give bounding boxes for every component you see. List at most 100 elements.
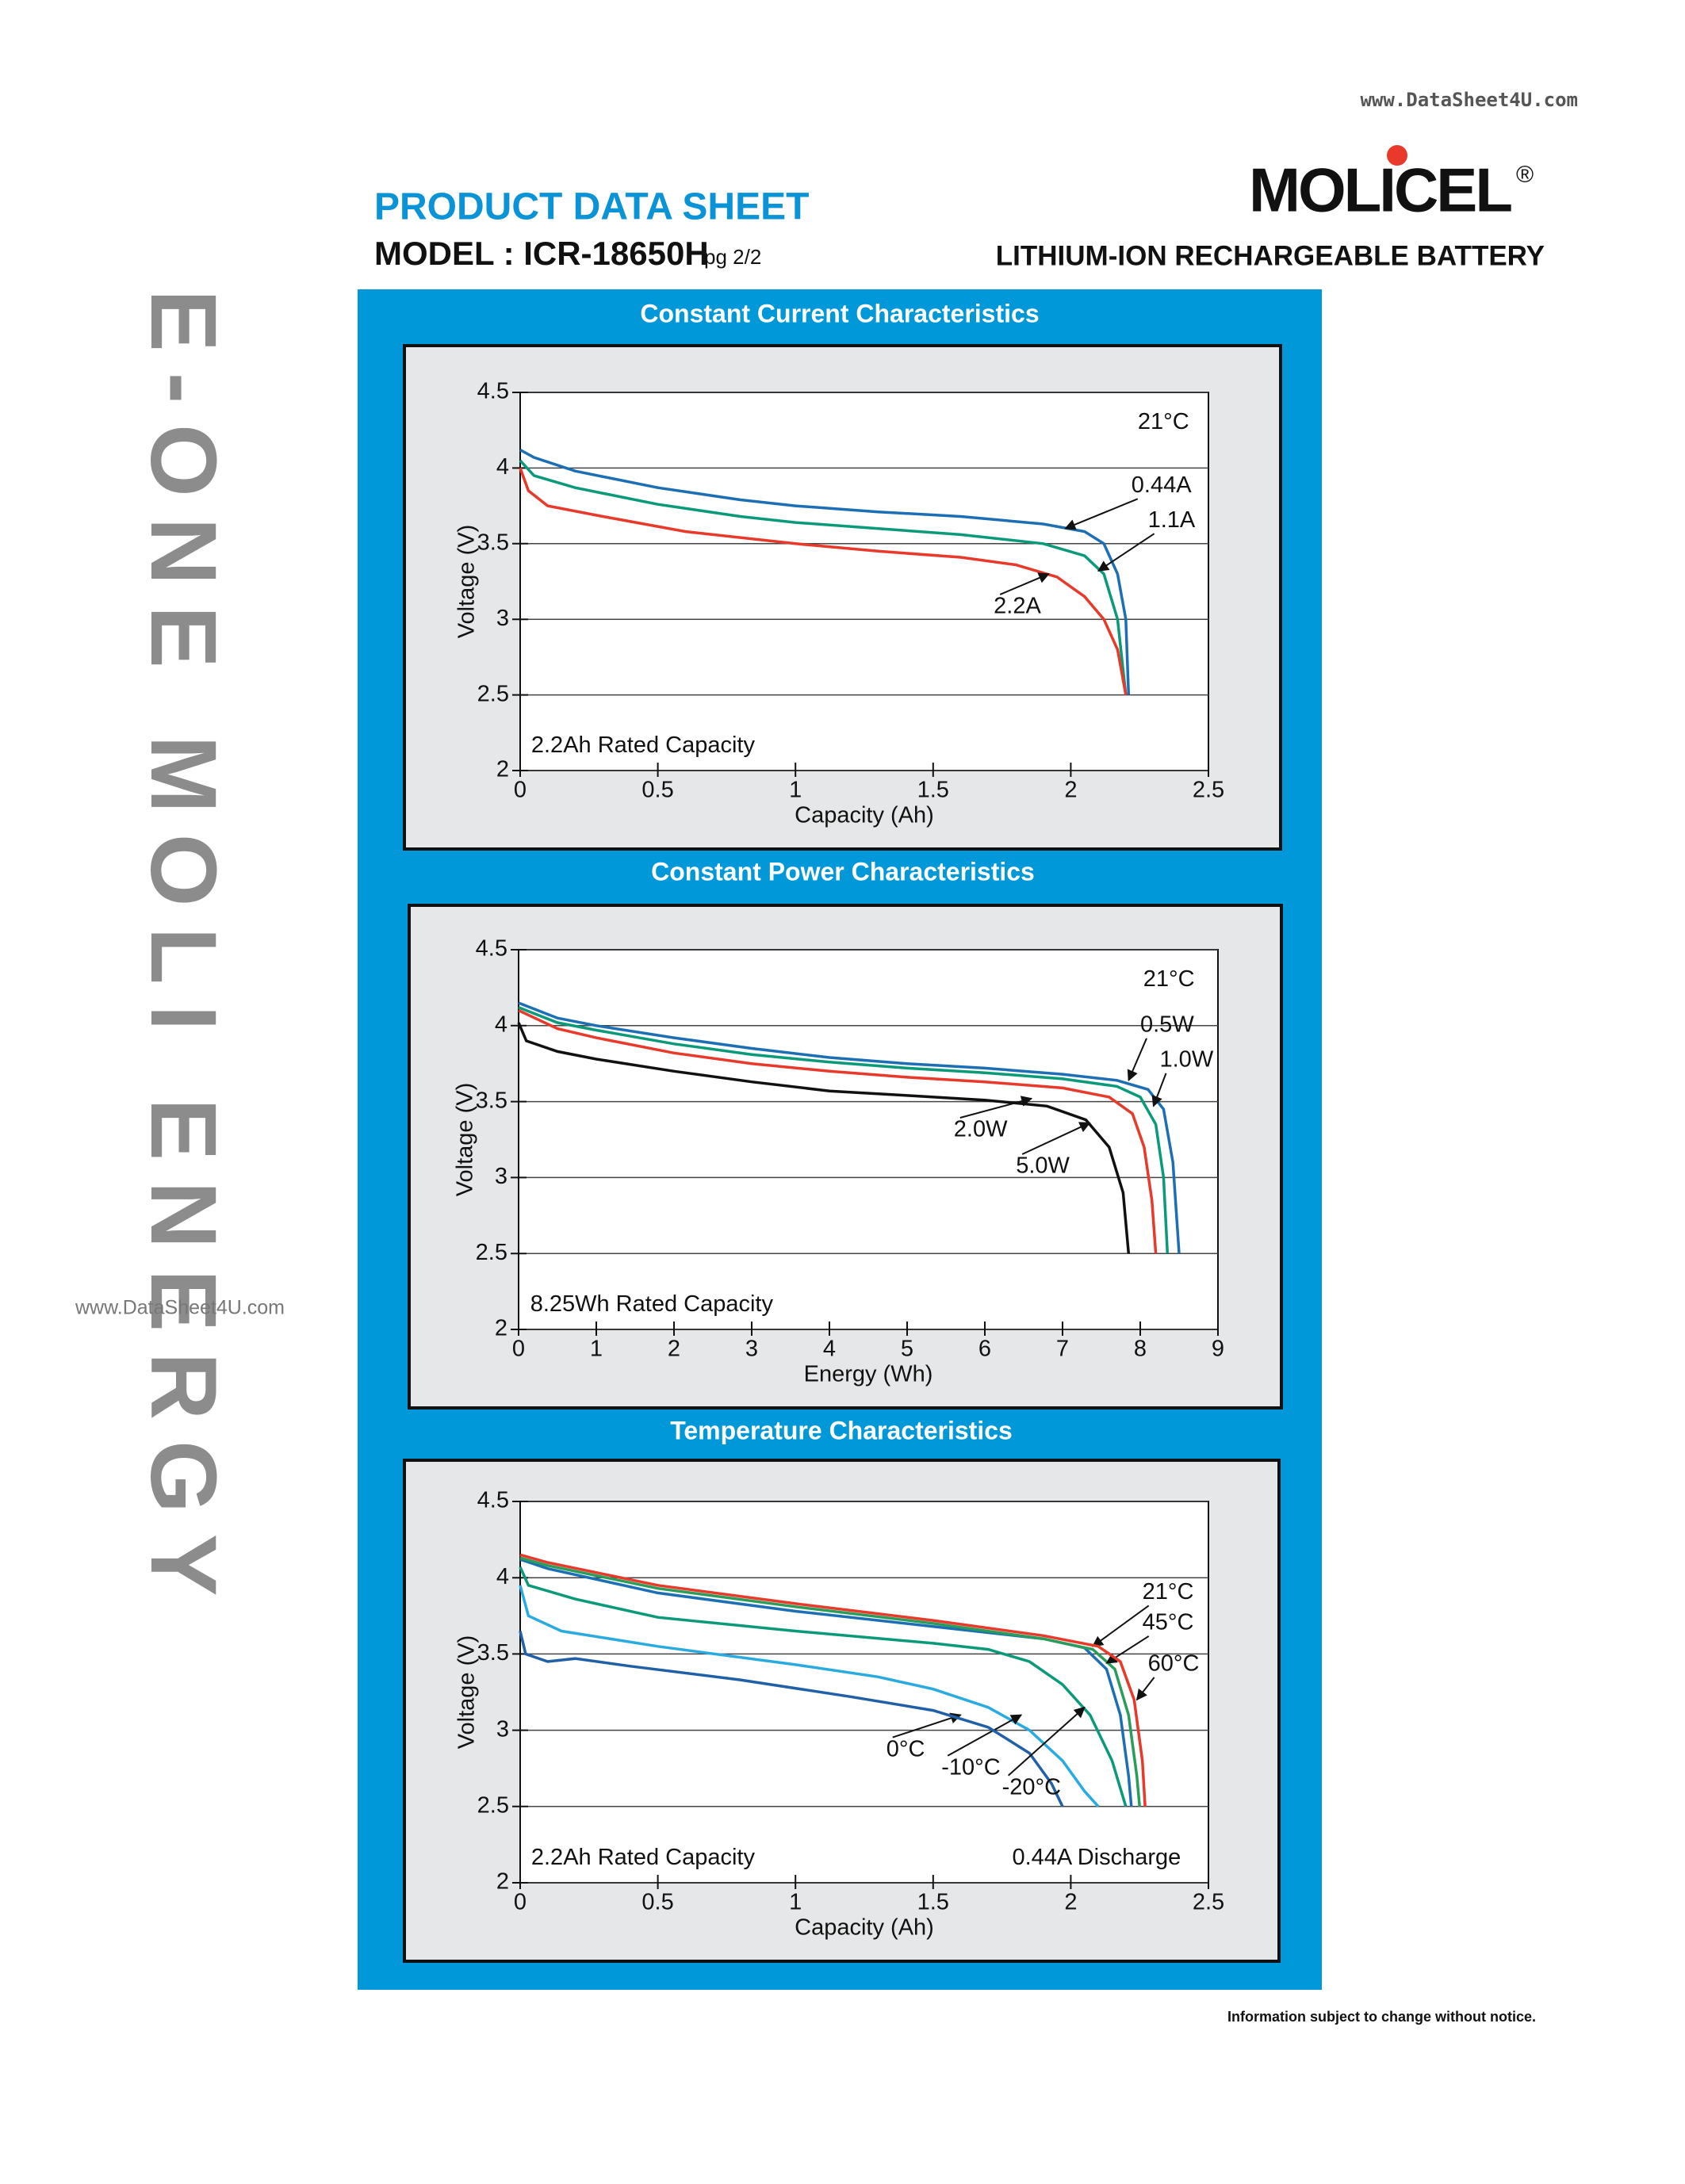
y-tick-label: 2 bbox=[495, 1316, 507, 1341]
y-tick-label: 4.5 bbox=[477, 1488, 509, 1513]
y-tick-label: 2.5 bbox=[477, 681, 509, 706]
series-label: -20°C bbox=[1002, 1774, 1061, 1800]
page-number: pg 2/2 bbox=[704, 245, 761, 269]
series-label: 45°C bbox=[1143, 1610, 1194, 1635]
series-line bbox=[519, 459, 1128, 695]
series-label: 5.0W bbox=[1016, 1153, 1070, 1179]
series-label: 2.0W bbox=[954, 1117, 1008, 1142]
y-tick-label: 3.5 bbox=[477, 530, 509, 555]
x-tick-label: 4 bbox=[823, 1337, 836, 1362]
chart-title: Constant Current Characteristics bbox=[640, 299, 1039, 327]
x-tick-label: 6 bbox=[978, 1337, 991, 1362]
site-url: www.DataSheet4U.com bbox=[1360, 89, 1578, 111]
label-arrow bbox=[959, 1096, 1033, 1119]
y-axis-title: Voltage (V) bbox=[454, 1635, 480, 1749]
annotation: 0.44A Discharge bbox=[1012, 1845, 1181, 1870]
x-tick-label: 2 bbox=[1064, 1890, 1077, 1915]
series-line bbox=[519, 1585, 1100, 1807]
annotation: 21°C bbox=[1138, 409, 1189, 434]
y-tick-label: 2.5 bbox=[476, 1240, 507, 1265]
label-arrow bbox=[1064, 498, 1139, 530]
y-tick-label: 3 bbox=[495, 1164, 507, 1189]
x-tick-label: 1 bbox=[789, 1890, 802, 1915]
x-tick-label: 1.5 bbox=[917, 778, 949, 803]
x-tick-label: 2.5 bbox=[1193, 1890, 1224, 1915]
series-line bbox=[518, 1009, 1158, 1254]
y-tick-label: 3 bbox=[496, 606, 509, 631]
series-label: 0°C bbox=[887, 1736, 925, 1761]
charts: Constant Current Characteristics 2 2.5 3 3.5… bbox=[403, 299, 1283, 1963]
series-line bbox=[517, 1022, 1131, 1254]
watermark: www.DataSheet4U.com bbox=[75, 1297, 285, 1319]
x-tick-label: 2 bbox=[1064, 778, 1077, 803]
label-arrow bbox=[1105, 1635, 1150, 1664]
sidebar-brand: E-ONE MOLI ENERGY bbox=[131, 289, 236, 1617]
footer: Information subject to change without no… bbox=[1227, 2009, 1536, 2025]
x-axis-title: Capacity (Ah) bbox=[795, 803, 934, 828]
logo-dot bbox=[1387, 145, 1407, 166]
x-tick-label: 0 bbox=[514, 778, 527, 803]
label-arrow bbox=[1127, 1038, 1147, 1082]
annotation: 2.2Ah Rated Capacity bbox=[531, 732, 756, 758]
y-tick-label: 4.5 bbox=[477, 379, 509, 404]
y-axis-title: Voltage (V) bbox=[454, 525, 480, 638]
label-arrow bbox=[1135, 1677, 1155, 1701]
x-tick-label: 0 bbox=[514, 1890, 527, 1915]
chart: Constant Power Characteristics 2 2.5 3 3.5 4 4… bbox=[408, 857, 1283, 1409]
label-arrow bbox=[1021, 1122, 1091, 1155]
label-arrow bbox=[1097, 533, 1155, 572]
series-line bbox=[519, 448, 1131, 695]
x-tick-label: 7 bbox=[1056, 1337, 1069, 1362]
series-line bbox=[519, 1566, 1128, 1807]
series-line bbox=[518, 1006, 1170, 1254]
label-arrow bbox=[1092, 1605, 1150, 1647]
series-line bbox=[519, 1631, 1064, 1807]
annotation: 8.25Wh Rated Capacity bbox=[530, 1291, 774, 1317]
y-axis-title: Voltage (V) bbox=[453, 1083, 478, 1196]
model: MODEL : ICR-18650H bbox=[374, 235, 709, 272]
x-tick-label: 2 bbox=[668, 1337, 680, 1362]
series-label: 2.2A bbox=[994, 594, 1041, 619]
label-arrow bbox=[1007, 1706, 1086, 1777]
series-label: -10°C bbox=[941, 1754, 1000, 1780]
x-tick-label: 0 bbox=[512, 1337, 525, 1362]
chart-title: Constant Power Characteristics bbox=[651, 857, 1035, 885]
series-label: 21°C bbox=[1143, 1579, 1194, 1605]
y-tick-label: 2 bbox=[496, 1869, 509, 1895]
y-tick-label: 4.5 bbox=[476, 936, 507, 962]
label-arrow bbox=[1151, 1073, 1167, 1107]
series-label: 1.1A bbox=[1148, 507, 1196, 533]
logo: MOLICEL bbox=[1249, 155, 1511, 225]
x-tick-label: 1 bbox=[590, 1337, 603, 1362]
y-tick-label: 3.5 bbox=[477, 1640, 509, 1666]
y-tick-label: 4 bbox=[495, 1012, 507, 1037]
series-label: 1.0W bbox=[1160, 1047, 1214, 1073]
chart: Temperature Characteristics 2 2.5 3 3.5 4 4.5 0… bbox=[403, 1416, 1281, 1963]
logo-mark: ® bbox=[1516, 162, 1534, 188]
y-tick-label: 4 bbox=[496, 1564, 509, 1589]
annotation: 21°C bbox=[1143, 966, 1195, 992]
doc-title: PRODUCT DATA SHEET bbox=[374, 186, 809, 228]
y-tick-label: 3.5 bbox=[476, 1088, 507, 1113]
label-arrow bbox=[999, 572, 1050, 595]
doc-subtitle: LITHIUM-ION RECHARGEABLE BATTERY bbox=[996, 240, 1545, 271]
series-line bbox=[519, 467, 1128, 695]
x-tick-label: 9 bbox=[1212, 1337, 1224, 1362]
series-line bbox=[519, 1553, 1147, 1807]
y-tick-label: 4 bbox=[496, 454, 509, 480]
x-tick-label: 1 bbox=[789, 778, 802, 803]
series-label: 0.44A bbox=[1132, 472, 1192, 498]
x-tick-label: 2.5 bbox=[1193, 778, 1224, 803]
x-tick-label: 1.5 bbox=[917, 1890, 949, 1915]
series-label: 0.5W bbox=[1140, 1012, 1194, 1037]
y-tick-label: 3 bbox=[496, 1716, 509, 1742]
label-arrow bbox=[947, 1714, 1023, 1757]
x-tick-label: 5 bbox=[901, 1337, 913, 1362]
x-axis-title: Energy (Wh) bbox=[804, 1362, 933, 1387]
plot-area bbox=[519, 1501, 1209, 1884]
y-tick-label: 2.5 bbox=[477, 1792, 509, 1818]
x-tick-label: 0.5 bbox=[641, 778, 673, 803]
x-tick-label: 3 bbox=[745, 1337, 758, 1362]
